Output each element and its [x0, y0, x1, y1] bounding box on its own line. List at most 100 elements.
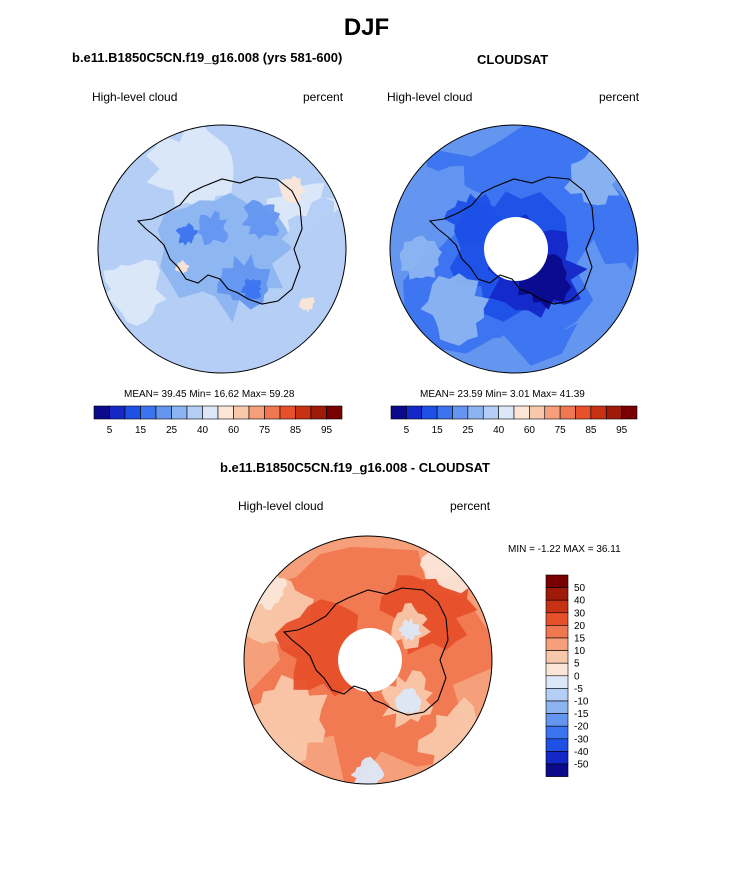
panel3-border — [243, 535, 493, 785]
panel3-contour-8 — [395, 687, 422, 717]
panel1-border — [97, 124, 347, 374]
panel2-colorbar-tick-label: 40 — [493, 425, 505, 436]
panel2-colorbar-tick-label: 60 — [524, 425, 536, 436]
panel1-colorbar-box-5 — [171, 405, 188, 420]
panel1-colorbar-tick-label: 95 — [321, 425, 333, 436]
panel3-colorbar-tick-label: -30 — [574, 734, 589, 745]
panel3-colorbar-tick-label: 15 — [574, 634, 586, 645]
panel3-colorbar-box-13 — [545, 738, 569, 752]
panel1-colorbar-tick-label: 5 — [107, 425, 113, 436]
panel3-colorbar-tick-label: 20 — [574, 621, 586, 632]
panel2-colorbar-box-14 — [605, 405, 622, 420]
panel2-map — [389, 124, 639, 374]
panel2-colorbar-box-8 — [513, 405, 530, 420]
panel3-colorbar-box-4 — [545, 625, 569, 639]
panel2-stats: MEAN= 23.59 Min= 3.01 Max= 41.39 — [420, 389, 585, 400]
panel3-colorbar-tick-label: 50 — [574, 583, 586, 594]
panel3-colorbar-tick-label: -50 — [574, 760, 589, 771]
panel2-colorbar-box-10 — [544, 405, 561, 420]
panel3-colorbar-tick-label: 10 — [574, 646, 586, 657]
panel3-colorbar-tick-label: -40 — [574, 747, 589, 758]
panel2-colorbar-box-12 — [575, 405, 592, 420]
panel3-variable-label: High-level cloud — [238, 499, 324, 513]
panel2-colorbar: 5 15 25 40 60 75 85 95 — [390, 405, 638, 436]
panel3-colorbar-box-0 — [545, 574, 569, 588]
panel1-contour-5 — [241, 199, 281, 240]
panel2-border — [389, 124, 639, 374]
panel3-colorbar-box-9 — [545, 688, 569, 702]
panel3-stats: MIN = -1.22 MAX = 36.11 — [508, 544, 621, 555]
panel2-colorbar-box-11 — [559, 405, 576, 420]
panel2-contour-7 — [443, 193, 503, 246]
panel1-colorbar-tick-label: 75 — [259, 425, 271, 436]
panel1-colorbar-box-8 — [217, 405, 234, 420]
panel3-colorbar-box-8 — [545, 675, 569, 689]
panel2-colorbar-box-6 — [482, 405, 499, 420]
panel1-colorbar-box-11 — [264, 405, 281, 420]
panel3-colorbar-box-2 — [545, 599, 569, 614]
panel2-colorbar-tick-label: 85 — [585, 425, 597, 436]
panel2-colorbar-box-13 — [590, 405, 607, 420]
panel1-title: b.e11.B1850C5CN.f19_g16.008 (yrs 581-600… — [72, 50, 343, 65]
panel2-colorbar-box-0 — [390, 405, 407, 420]
panel3-colorbar-box-11 — [545, 713, 569, 727]
panel2-units-label: percent — [599, 90, 640, 104]
panel3-colorbar-box-5 — [545, 637, 569, 651]
panel3-colorbar-box-7 — [545, 662, 569, 677]
panel1-colorbar-box-9 — [233, 405, 250, 420]
panel1-colorbar-tick-label: 60 — [228, 425, 240, 436]
panel2-colorbar-tick-label: 75 — [555, 425, 567, 436]
panel3-colorbar-box-6 — [545, 650, 569, 664]
panel1-contour-9 — [240, 278, 262, 300]
panel3-colorbar-box-12 — [545, 725, 569, 740]
panel3-colorbar-box-14 — [545, 751, 569, 765]
panel2-colorbar-box-5 — [467, 405, 484, 420]
panel3-contour-4 — [379, 572, 478, 655]
panel1-colorbar-box-6 — [186, 405, 203, 420]
panel3-colorbar-tick-label: -5 — [574, 684, 583, 695]
panel3-colorbar-box-15 — [545, 763, 569, 777]
panel1-contour-6 — [197, 210, 228, 246]
panel2-colorbar-box-4 — [452, 405, 469, 420]
panel1-map — [97, 124, 347, 374]
panel3-colorbar-tick-label: -15 — [574, 709, 589, 720]
panel1-colorbar-tick-label: 25 — [166, 425, 178, 436]
figure-title: DJF — [343, 14, 390, 41]
panel2-colorbar-box-7 — [498, 405, 515, 420]
panel1-colorbar-box-10 — [248, 405, 265, 420]
panel2-colorbar-box-1 — [406, 405, 423, 420]
panel1-colorbar-box-3 — [140, 405, 157, 420]
panel2-colorbar-box-15 — [621, 405, 638, 420]
panel2-colorbar-tick-label: 5 — [404, 425, 410, 436]
panel1-colorbar-tick-label: 15 — [135, 425, 147, 436]
panel3-colorbar-box-1 — [545, 587, 569, 601]
panel1-colorbar: 5 15 25 40 60 75 85 95 — [93, 405, 343, 436]
panel1-contour-13 — [281, 196, 346, 275]
panel2-title: CLOUDSAT — [477, 52, 549, 67]
panel2-colorbar-box-3 — [436, 405, 453, 420]
panel3-coastline — [282, 587, 449, 716]
panel3-field — [244, 536, 492, 784]
panel1-colorbar-box-15 — [326, 405, 343, 420]
panel3-missing-cap — [338, 628, 402, 692]
panel1-contour-10 — [174, 259, 190, 274]
panel2-field — [390, 125, 638, 373]
panel1-colorbar-tick-label: 40 — [197, 425, 209, 436]
panel1-contour-2 — [279, 175, 306, 204]
panel3-units-label: percent — [450, 499, 491, 513]
panel1-units-label: percent — [303, 90, 344, 104]
panel3-colorbar-box-3 — [545, 612, 569, 626]
panel2-missing-cap — [484, 217, 548, 281]
panel1-colorbar-box-12 — [279, 405, 296, 420]
panel3-colorbar-tick-label: 5 — [574, 659, 580, 670]
panel1-colorbar-box-4 — [155, 405, 172, 420]
panel2-contour-10 — [399, 235, 442, 280]
panel1-colorbar-box-2 — [124, 405, 141, 420]
panel3-map — [243, 535, 493, 785]
panel1-colorbar-box-7 — [202, 405, 219, 420]
panel1-colorbar-box-1 — [109, 405, 126, 420]
panel3-title: b.e11.B1850C5CN.f19_g16.008 - CLOUDSAT — [220, 460, 490, 475]
panel1-colorbar-box-13 — [295, 405, 312, 420]
